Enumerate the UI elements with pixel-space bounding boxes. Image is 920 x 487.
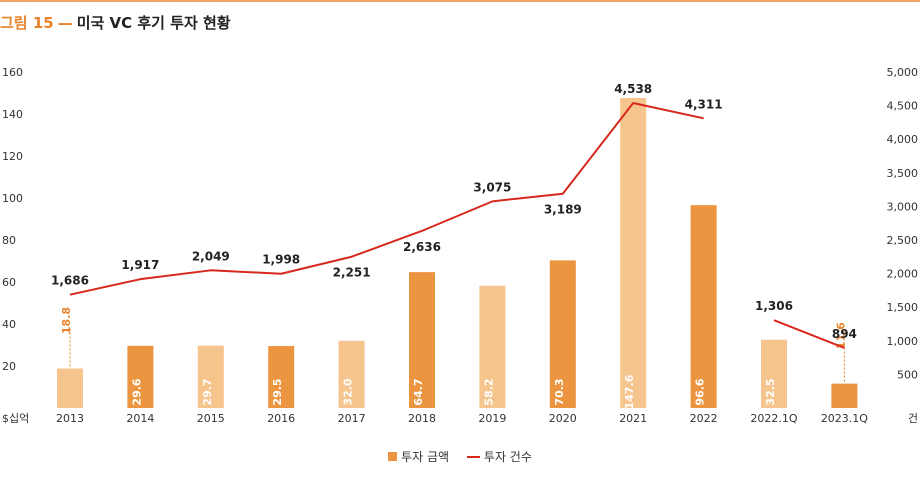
bar-2017 <box>338 340 365 408</box>
x-axis-tick-label: 2023.1Q <box>821 412 868 425</box>
x-axis-tick-label: 2014 <box>126 412 154 425</box>
bar-2022 <box>690 205 717 408</box>
left-axis-tick-label: 100 <box>2 192 23 205</box>
line-value-label: 2,636 <box>403 240 441 254</box>
left-axis-tick-label: 160 <box>2 66 23 79</box>
legend-bar-swatch <box>388 452 398 461</box>
legend-item-amount: 투자 금액 <box>388 448 449 465</box>
bar-2015 <box>197 345 224 408</box>
left-axis-unit-label: $십억 <box>2 412 29 425</box>
right-axis-unit-label: 건 <box>908 412 918 425</box>
right-axis-tick-label: 2,500 <box>887 234 919 247</box>
bar-value-label: 64.7 <box>412 378 425 405</box>
figure-title: 그림 15— 미국 VC 후기 투자 현황 <box>0 12 231 33</box>
line-value-label: 1,686 <box>51 274 89 288</box>
left-axis-tick-label: 80 <box>2 234 16 247</box>
line-value-label: 1,306 <box>755 299 793 313</box>
right-axis-tick-label: 2,000 <box>887 268 919 281</box>
x-axis-tick-label: 2022.1Q <box>750 412 797 425</box>
x-axis-tick-label: 2013 <box>56 412 84 425</box>
count-line-segment <box>69 102 704 296</box>
right-axis-tick-label: 500 <box>897 368 918 381</box>
vc-chart: 20 40 60 80 100 120 140 160 $십억 500 1,000 1,500 2,00… <box>2 66 919 425</box>
x-axis-tick-label: 2017 <box>338 412 366 425</box>
line-value-label: 3,189 <box>544 203 582 217</box>
figure-title-text: 미국 VC 후기 투자 현황 <box>76 14 231 32</box>
right-axis-tick-label: 3,000 <box>887 200 919 213</box>
bar-value-label: 70.3 <box>553 378 566 405</box>
x-axis-tick-label: 2016 <box>267 412 295 425</box>
bar-value-label: 147.6 <box>623 374 636 409</box>
bar-value-label: 29.7 <box>201 378 214 405</box>
right-axis-tick-label: 3,500 <box>887 167 919 180</box>
count-line-segment <box>773 319 845 349</box>
bar-2022.1Q <box>761 339 787 408</box>
chart-legend: 투자 금액 투자 건수 <box>0 448 920 465</box>
left-axis-tick-label: 40 <box>2 318 16 331</box>
bar-value-label: 96.6 <box>694 378 707 405</box>
bar-value-label: 32.0 <box>342 378 355 405</box>
x-axis-tick-label: 2018 <box>408 412 436 425</box>
right-axis-tick-label: 4,000 <box>887 133 919 146</box>
legend-line-swatch <box>466 455 480 458</box>
right-axis-tick-label: 4,500 <box>887 100 919 113</box>
bar-2020 <box>549 260 576 408</box>
bar-value-label: 29.6 <box>130 378 143 405</box>
line-value-label: 894 <box>832 327 857 341</box>
legend-label-count: 투자 건수 <box>483 450 532 464</box>
right-axis-tick-label: 1,500 <box>887 301 919 314</box>
bar-2018 <box>409 272 435 408</box>
line-value-label: 1,917 <box>121 258 159 272</box>
bar-2023.1Q <box>831 383 858 408</box>
x-axis-tick-label: 2015 <box>197 412 225 425</box>
top-rule <box>0 0 920 2</box>
bar-value-label: 32.5 <box>764 378 777 405</box>
bar-value-label: 29.5 <box>271 378 284 405</box>
line-value-label: 2,251 <box>333 266 371 280</box>
legend-label-amount: 투자 금액 <box>401 450 450 464</box>
bar-2014 <box>127 345 154 408</box>
figure-dash: — <box>57 14 73 32</box>
line-value-label: 4,311 <box>685 97 723 111</box>
line-value-label: 3,075 <box>473 180 511 194</box>
right-axis-tick-label: 5,000 <box>887 66 919 79</box>
left-axis-tick-label: 140 <box>2 108 23 121</box>
figure-number: 그림 15 <box>0 14 54 32</box>
line-value-label: 2,049 <box>192 249 230 263</box>
bar-2021 <box>620 98 647 408</box>
right-axis-tick-label: 1,000 <box>887 335 919 348</box>
bar-value-label: 11.6 <box>834 322 847 349</box>
left-axis-tick-label: 20 <box>2 360 16 373</box>
x-axis-tick-label: 2022 <box>690 412 718 425</box>
x-axis-tick-label: 2020 <box>549 412 577 425</box>
left-axis-tick-label: 120 <box>2 150 23 163</box>
bar-value-label: 58.2 <box>482 378 495 405</box>
bar-value-label: 18.8 <box>60 307 73 334</box>
line-value-label: 1,998 <box>262 253 300 267</box>
bar-2013 <box>57 368 83 408</box>
x-axis-tick-label: 2019 <box>478 412 506 425</box>
bar-2016 <box>268 346 295 408</box>
x-axis-tick-label: 2021 <box>619 412 647 425</box>
left-axis-tick-label: 60 <box>2 276 16 289</box>
legend-item-count: 투자 건수 <box>466 448 532 465</box>
bar-2019 <box>479 285 506 408</box>
line-value-label: 4,538 <box>614 82 652 96</box>
